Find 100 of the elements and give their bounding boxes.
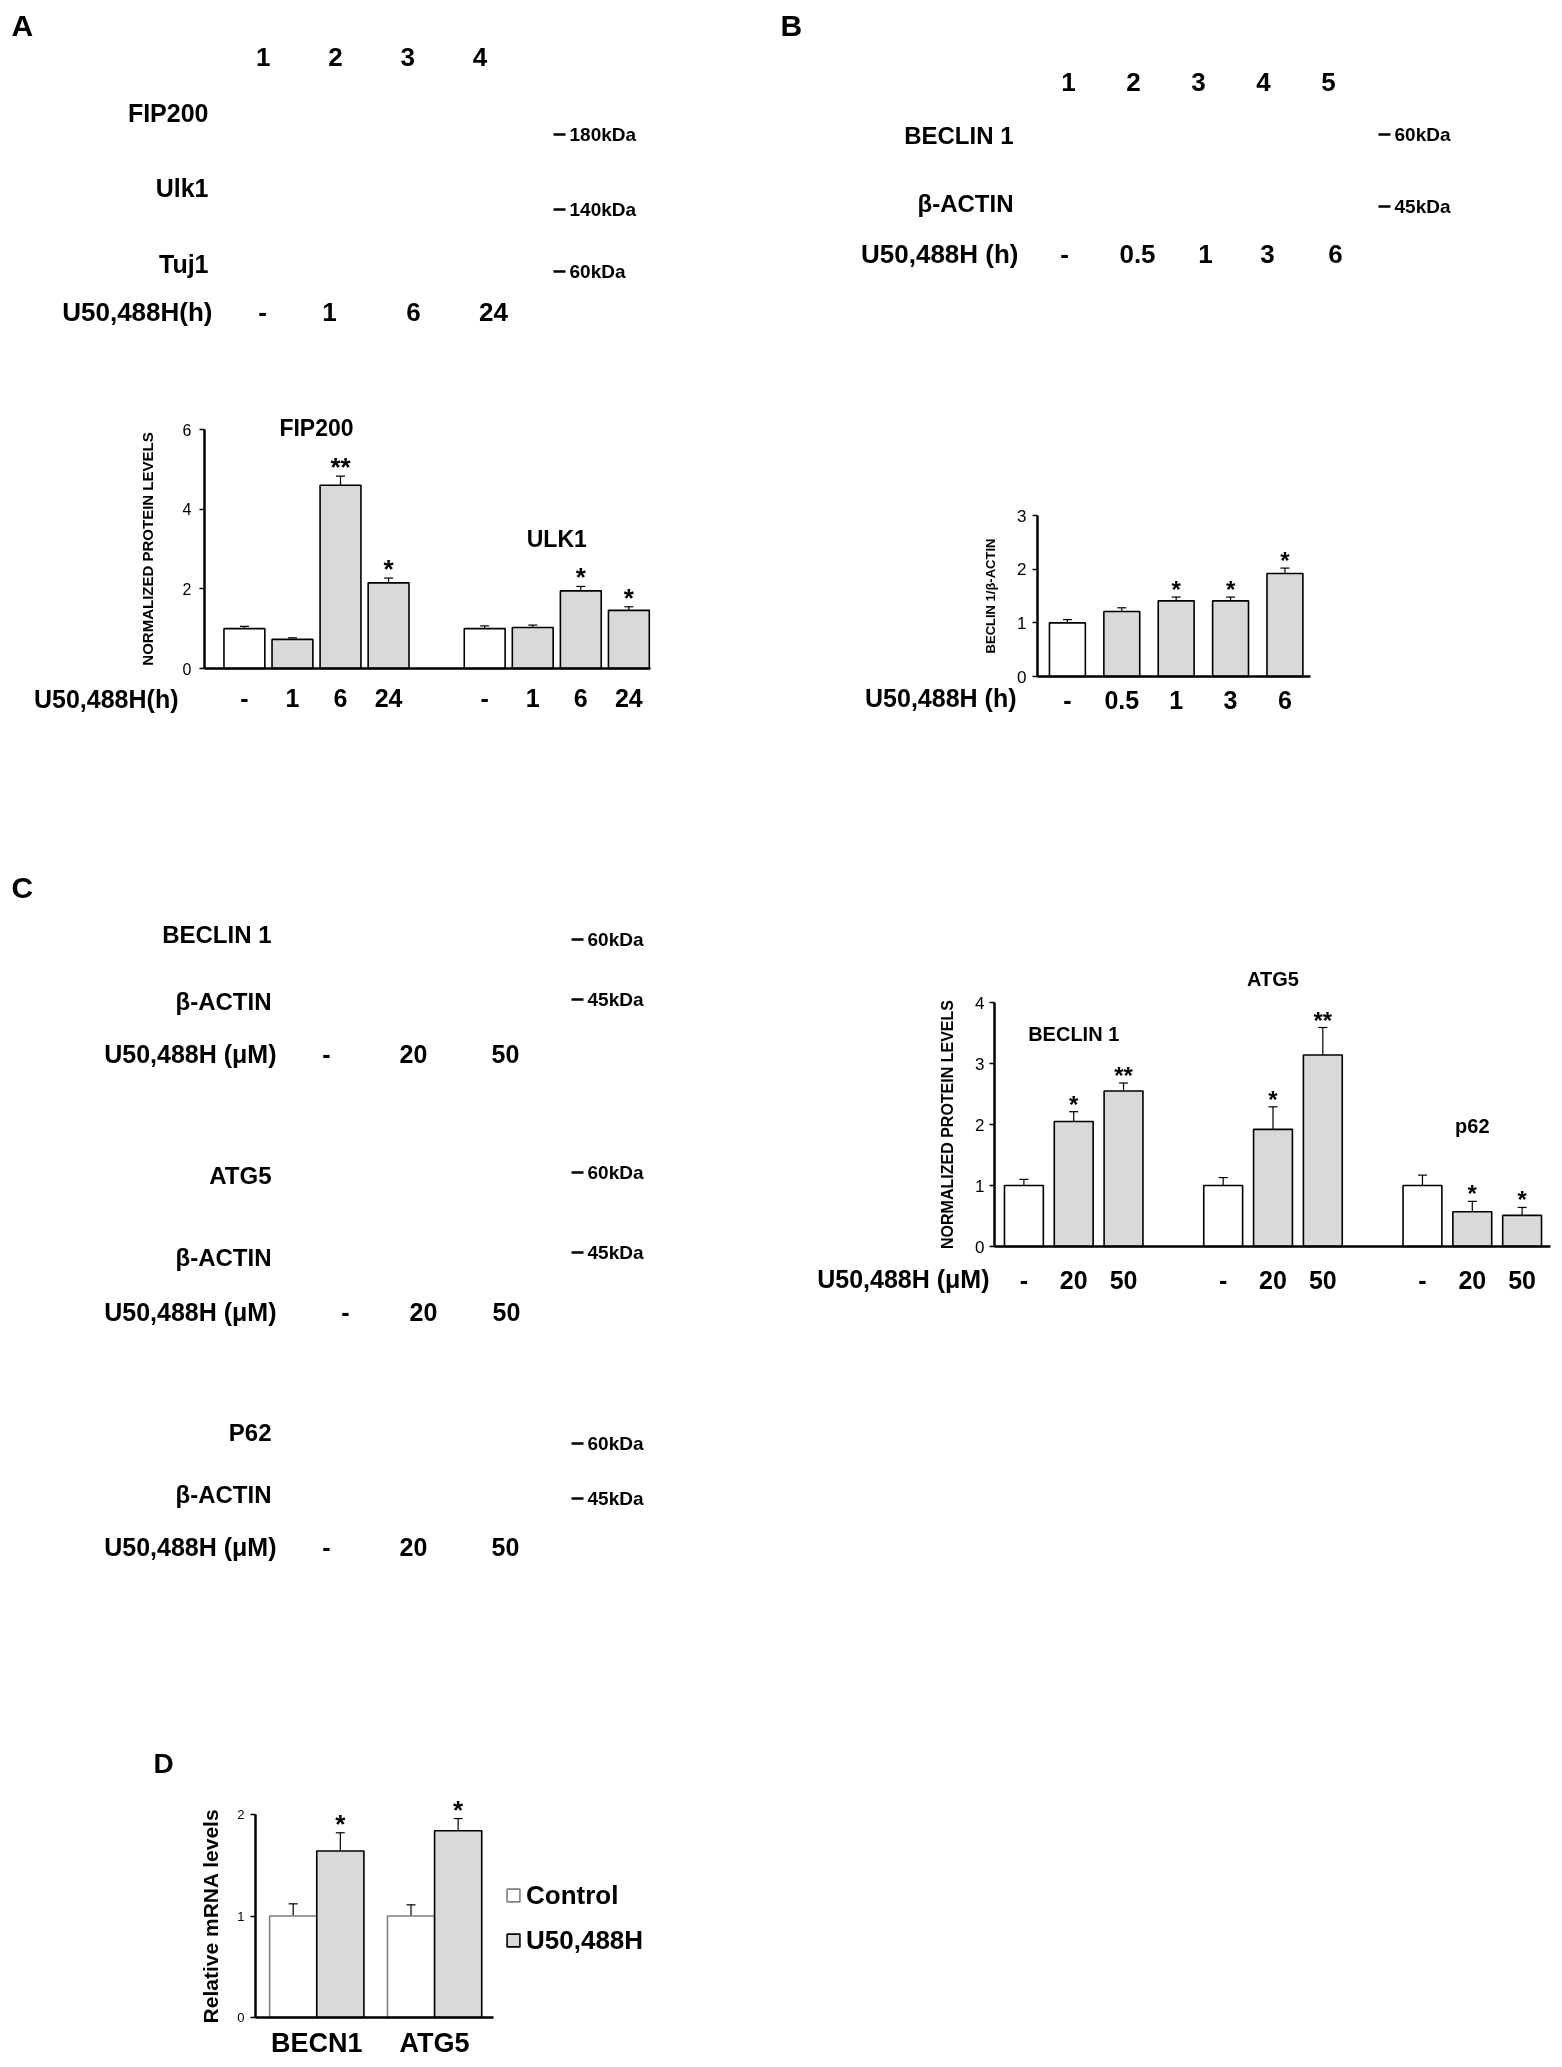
legend-label: U50,488H (526, 1924, 644, 1956)
y-tick-label: 3 (1017, 506, 1027, 526)
text: β-ACTIN (175, 988, 272, 1015)
data-label: * (1280, 547, 1291, 575)
annotation: ULK1 (526, 525, 588, 552)
data-label: * (335, 1808, 347, 1839)
y-tick-label: 4 (182, 501, 192, 519)
x-tick-label: 24 (614, 683, 643, 712)
x-tick-label: 1 (1169, 685, 1184, 714)
data-label: * (1467, 1180, 1478, 1208)
annotation: p62 (1455, 1115, 1490, 1138)
x-tick-label: 1 (285, 683, 300, 712)
text: - (341, 1297, 350, 1326)
text: - (258, 296, 267, 327)
x-tick-label: 20 (1458, 1265, 1487, 1294)
text: 60kDa (587, 929, 644, 950)
y-axis-title: BECLIN 1/β-ACTIN (983, 538, 999, 654)
text: 45kDa (587, 1488, 644, 1509)
text: 50 (492, 1297, 521, 1326)
y-tick-label: 2 (975, 1115, 985, 1135)
annotation: BECLIN 1 (1028, 1023, 1120, 1046)
x-tick-label: 24 (374, 683, 403, 712)
text: - (322, 1532, 331, 1561)
data-label: * (575, 562, 587, 593)
x-tick-label: 6 (573, 683, 588, 712)
bar (268, 1915, 318, 2019)
x-tick-label: - (1063, 685, 1072, 714)
data-label: * (1517, 1186, 1528, 1214)
data-label: ** (1114, 1062, 1134, 1090)
text: 45kDa (587, 1242, 644, 1263)
x-tick-label: - (240, 683, 249, 712)
y-tick-label: 1 (975, 1176, 985, 1196)
x-axis-title: U50,488H (h) (865, 683, 1017, 712)
text: 0.5 (1119, 238, 1156, 269)
text: ATG5 (1247, 967, 1299, 990)
data-label: ** (1313, 1006, 1333, 1034)
x-tick-label: - (1019, 1265, 1029, 1294)
text: β-ACTIN (917, 190, 1014, 217)
data-label: ** (330, 452, 352, 483)
y-tick-label: 0 (975, 1237, 985, 1257)
text: 1 2 3 4 5 (1061, 66, 1336, 97)
x-axis-title: U50,488H (μM) (817, 1264, 990, 1293)
text: 50 (491, 1039, 520, 1068)
data-label: * (623, 582, 635, 613)
text: 3 (1260, 238, 1275, 269)
text: 180kDa (569, 124, 637, 145)
y-axis-title: NORMALIZED PROTEIN LEVELS (138, 432, 156, 666)
text: 60kDa (1394, 124, 1451, 145)
x-tick-label: - (1418, 1265, 1427, 1294)
y-axis-title: NORMALIZED PROTEIN LEVELS (939, 999, 957, 1249)
x-tick-label: 50 (1109, 1265, 1138, 1294)
text: ATG5 (209, 1162, 272, 1189)
x-tick-label: 20 (1059, 1265, 1088, 1294)
text: 1 (1198, 238, 1213, 269)
x-tick-label: 50 (1308, 1265, 1337, 1294)
text: 60kDa (569, 261, 626, 282)
text: 20 (399, 1039, 428, 1068)
data-label: * (383, 554, 395, 585)
text: 50 (491, 1532, 520, 1561)
x-tick-label: BECN1 (271, 2027, 363, 2058)
x-axis-title: U50,488H(h) (34, 684, 179, 713)
y-tick-label: 1 (237, 1908, 245, 1924)
y-tick-label: 2 (182, 580, 192, 598)
text: 45kDa (1394, 196, 1451, 217)
text: 60kDa (587, 1433, 644, 1454)
text: B (780, 9, 803, 42)
text: U50,488H (μM) (104, 1297, 277, 1326)
x-tick-label: - (480, 683, 489, 712)
chart-title: D (153, 1748, 174, 1779)
text: Tuj1 (158, 249, 209, 278)
text: 24 (479, 296, 509, 327)
data-label: * (453, 1794, 465, 1825)
text: BECLIN 1 (904, 122, 1014, 149)
x-tick-label: 6 (1277, 685, 1292, 714)
y-tick-label: 1 (1017, 613, 1027, 633)
bar (386, 1915, 436, 2019)
text: β-ACTIN (175, 1244, 272, 1271)
text: - (322, 1039, 331, 1068)
x-tick-label: - (1219, 1265, 1228, 1294)
text: C (11, 871, 34, 904)
y-tick-label: 0 (182, 660, 192, 678)
y-tick-label: 0 (237, 2010, 245, 2025)
text: 45kDa (587, 989, 644, 1010)
text: BECLIN 1 (162, 921, 272, 948)
y-axis-title: Relative mRNA levels (199, 1809, 223, 2024)
y-tick-label: 3 (975, 1054, 985, 1074)
data-label: * (1171, 576, 1182, 604)
y-tick-label: 4 (975, 993, 985, 1013)
x-tick-label: 6 (333, 683, 348, 712)
text: U50,488H (μM) (104, 1039, 277, 1068)
text: 6 (406, 296, 421, 327)
x-tick-label: 1 (525, 683, 540, 712)
x-tick-label: 0.5 (1104, 685, 1140, 714)
text: 20 (399, 1532, 428, 1561)
x-tick-label: 20 (1259, 1265, 1287, 1294)
text: 60kDa (587, 1162, 644, 1183)
text: 1 2 3 4 (255, 41, 488, 72)
text: P62 (228, 1419, 272, 1446)
text: β-ACTIN (175, 1481, 272, 1508)
text: U50,488H(h) (62, 296, 213, 327)
